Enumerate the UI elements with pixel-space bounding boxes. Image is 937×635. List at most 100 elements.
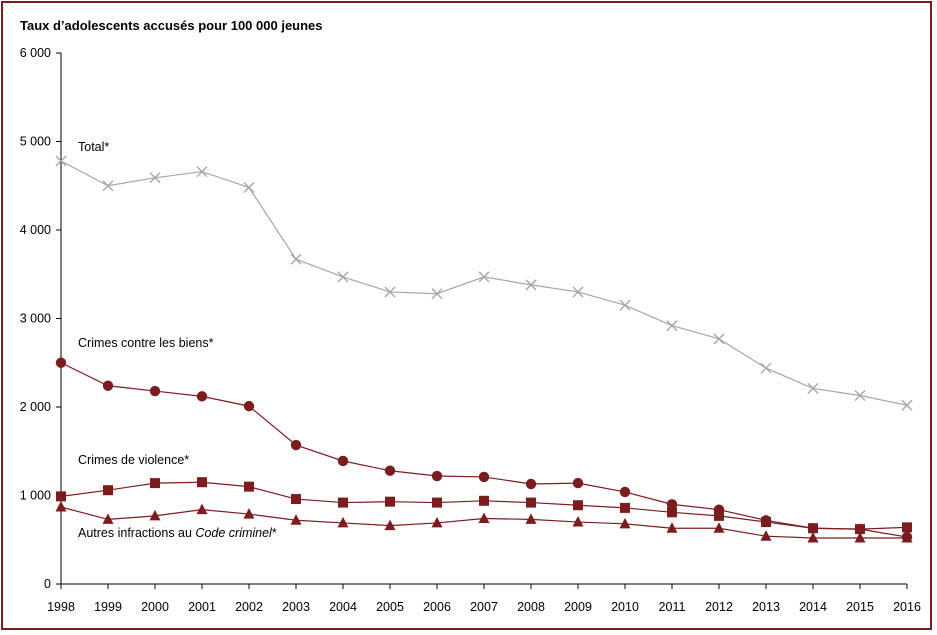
data-point (338, 497, 348, 508)
data-point (243, 508, 255, 519)
series-label-part: Autres infractions au (78, 526, 195, 540)
data-point (431, 516, 443, 528)
y-tick-label: 0 (44, 577, 51, 591)
series-label-part: Total* (78, 140, 109, 154)
data-point (619, 486, 631, 498)
data-point (666, 499, 678, 510)
data-point (525, 279, 537, 291)
x-tick-label: 2004 (329, 600, 357, 614)
data-point (432, 497, 442, 508)
data-point (150, 478, 160, 489)
data-point (713, 522, 725, 533)
data-point (713, 333, 725, 345)
data-point (431, 470, 443, 482)
x-tick-label: 2003 (282, 600, 310, 614)
data-point (479, 495, 489, 506)
series-label: Autres infractions au Code criminel* (78, 526, 277, 540)
series-label-part: Crimes de violence* (78, 453, 189, 467)
data-point (619, 299, 631, 311)
data-point (103, 485, 113, 496)
y-axis-title: Taux d’adolescents accusés pour 100 000 … (20, 18, 323, 33)
data-point (56, 491, 66, 502)
series-0 (55, 155, 913, 411)
series-label: Total* (78, 140, 109, 154)
data-point (761, 517, 771, 528)
y-tick-label: 6 000 (20, 46, 51, 60)
data-point (196, 391, 208, 402)
series-label: Crimes contre les biens* (78, 336, 214, 350)
y-tick-label: 3 000 (20, 312, 51, 326)
data-point (290, 514, 302, 525)
series-label-part: * (272, 526, 277, 540)
series-2 (56, 477, 912, 535)
data-point (807, 531, 819, 543)
data-point (384, 465, 396, 476)
y-tick-label: 4 000 (20, 223, 51, 237)
data-point (102, 513, 114, 524)
data-point (149, 385, 161, 397)
data-point (337, 271, 349, 283)
data-point (290, 439, 302, 451)
data-point (478, 512, 490, 524)
data-point (572, 286, 584, 298)
x-tick-label: 2006 (423, 600, 451, 614)
data-point (855, 524, 865, 535)
data-point (55, 501, 67, 512)
data-point (901, 399, 913, 411)
x-tick-label: 2005 (376, 600, 404, 614)
data-point (572, 477, 584, 489)
data-point (808, 523, 818, 534)
series-label-part: Crimes contre les biens* (78, 336, 214, 350)
data-point (666, 522, 678, 533)
series-layer (55, 155, 913, 543)
x-tick-label: 2008 (517, 600, 545, 614)
data-point (290, 253, 302, 265)
data-point (526, 497, 536, 508)
data-point (196, 166, 208, 178)
data-point (478, 471, 490, 483)
y-tick-label: 1 000 (20, 489, 51, 503)
x-tick-label: 1999 (94, 600, 122, 614)
data-point (760, 530, 772, 541)
data-point (385, 496, 395, 507)
data-point (196, 503, 208, 515)
data-point (102, 180, 114, 192)
data-point (431, 288, 443, 300)
x-tick-label: 2001 (188, 600, 216, 614)
x-tick-label: 2002 (235, 600, 263, 614)
data-point (525, 513, 537, 524)
data-point (807, 382, 819, 394)
data-point (854, 390, 866, 401)
series-labels: Total* Crimes contre les biens* Crimes de … (78, 140, 277, 540)
data-point (525, 478, 537, 490)
data-point (337, 516, 349, 528)
x-tick-label: 2010 (611, 600, 639, 614)
data-point (572, 516, 584, 527)
x-tick-label: 2007 (470, 600, 498, 614)
data-point (384, 519, 396, 531)
data-point (337, 455, 349, 467)
data-point (102, 380, 114, 391)
data-point (667, 507, 677, 518)
x-tick-label: 2000 (141, 600, 169, 614)
data-point (666, 320, 678, 332)
data-point (149, 509, 161, 521)
x-tick-label: 2013 (752, 600, 780, 614)
x-tick-label: 2014 (799, 600, 827, 614)
x-tick-label: 2015 (846, 600, 874, 614)
x-tick-label: 2011 (659, 600, 686, 614)
data-point (902, 522, 912, 533)
data-point (55, 155, 67, 167)
data-point (243, 400, 255, 412)
data-point (619, 517, 631, 529)
x-tick-label: 2009 (564, 600, 592, 614)
data-point (478, 271, 490, 283)
series-label-part: Code criminel (195, 526, 273, 540)
data-point (244, 481, 254, 492)
data-point (149, 172, 161, 184)
x-tick-label: 2012 (705, 600, 733, 614)
data-point (384, 286, 396, 298)
y-tick-label: 2 000 (20, 400, 51, 414)
data-point (901, 531, 913, 543)
